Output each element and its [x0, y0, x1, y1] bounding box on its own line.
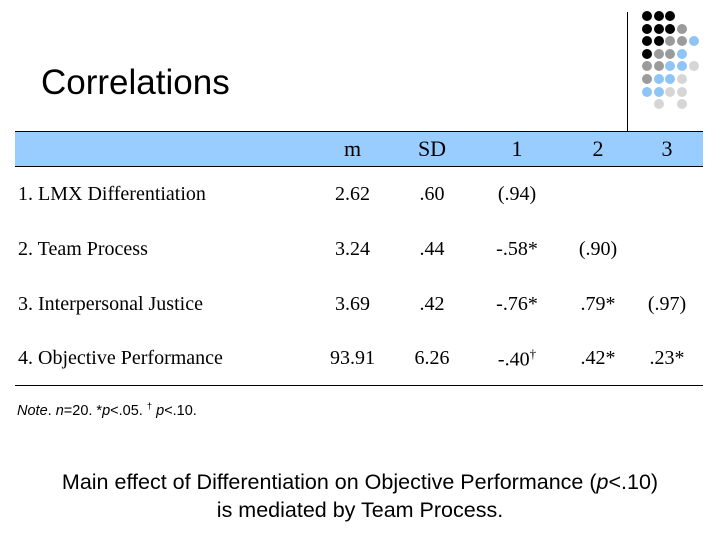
gray-dot-icon	[642, 61, 652, 72]
cell-3: .23*	[631, 332, 703, 386]
cell-1: -.76*	[496, 293, 538, 315]
caption-text: Main effect of Differentiation on Object…	[0, 469, 720, 524]
lightgray-dot-icon	[677, 99, 688, 110]
black-dot-icon	[653, 23, 664, 34]
cell-sd: .44	[419, 238, 445, 260]
blue-dot-icon	[653, 74, 664, 84]
black-dot-icon	[665, 23, 676, 34]
table-row: 2. Team Process 3.24 .44 -.58* (.90)	[15, 222, 703, 277]
page-title: Correlations	[41, 63, 230, 102]
table-header-row: m SD 1 2 3	[15, 131, 703, 167]
blue-dot-icon	[677, 48, 688, 59]
gray-dot-icon	[677, 36, 688, 47]
header-2: 2	[565, 131, 631, 167]
table-row: 1. LMX Differentiation 2.62 .60 (.94)	[15, 167, 703, 223]
vertical-accent-line	[627, 12, 628, 131]
cell-2: (.90)	[578, 238, 618, 260]
black-dot-icon	[642, 36, 652, 47]
gray-dot-icon	[677, 23, 688, 34]
cell-3	[631, 167, 703, 223]
lightgray-dot-icon	[665, 86, 676, 97]
table-row: 3. Interpersonal Justice 3.69 .42 -.76* …	[15, 277, 703, 332]
cell-1: -.40†	[469, 332, 565, 386]
row-label: 2. Team Process	[18, 238, 148, 260]
cell-sd: 6.26	[395, 332, 469, 386]
cell-m: 3.24	[335, 238, 370, 260]
cell-3	[631, 222, 703, 277]
blue-dot-icon	[665, 61, 676, 72]
cell-2: .42*	[565, 332, 631, 386]
cell-sd: .60	[419, 183, 445, 205]
black-dot-icon	[642, 23, 652, 34]
cell-2	[565, 167, 631, 223]
lightgray-dot-icon	[653, 99, 664, 110]
row-label: 4. Objective Performance	[15, 332, 310, 386]
caption-line-2: is mediated by Team Process.	[216, 497, 504, 522]
cell-1: (.94)	[497, 183, 537, 205]
header-m: m	[310, 131, 395, 167]
blue-dot-icon	[677, 61, 688, 72]
row-label: 1. LMX Differentiation	[18, 183, 206, 205]
gray-dot-icon	[642, 74, 652, 84]
black-dot-icon	[653, 11, 664, 21]
lightgray-dot-icon	[677, 86, 688, 97]
cell-m: 2.62	[335, 183, 370, 205]
black-dot-icon	[642, 11, 652, 21]
black-dot-icon	[653, 36, 664, 47]
cell-m: 93.91	[310, 332, 395, 386]
caption-line-1: Main effect of Differentiation on Object…	[61, 470, 659, 494]
lightgray-dot-icon	[677, 74, 688, 84]
header-sd: SD	[395, 131, 469, 167]
blue-dot-icon	[642, 86, 652, 97]
gray-dot-icon	[665, 48, 676, 59]
gray-dot-icon	[665, 36, 676, 47]
black-dot-icon	[642, 48, 652, 59]
row-label: 3. Interpersonal Justice	[18, 293, 203, 315]
blue-dot-icon	[665, 74, 676, 84]
table-row: 4. Objective Performance 93.91 6.26 -.40…	[15, 332, 703, 386]
header-1: 1	[469, 131, 565, 167]
cell-m: 3.69	[335, 293, 370, 315]
cell-sd: .42	[419, 293, 445, 315]
table-note: Note. n=20. *p<.05. † p<.10.	[17, 400, 197, 419]
header-3: 3	[631, 131, 703, 167]
cell-1: -.58*	[496, 238, 538, 260]
blue-dot-icon	[688, 36, 699, 47]
cell-2: .79*	[580, 293, 616, 315]
gray-dot-icon	[653, 61, 664, 72]
lightgray-dot-icon	[688, 61, 699, 72]
black-dot-icon	[665, 11, 676, 21]
header-empty	[15, 131, 310, 167]
gray-dot-icon	[653, 48, 664, 59]
blue-dot-icon	[653, 86, 664, 97]
cell-3: (.97)	[647, 293, 687, 315]
correlations-table: m SD 1 2 3 1. LMX Differentiation 2.62 .…	[15, 131, 703, 386]
